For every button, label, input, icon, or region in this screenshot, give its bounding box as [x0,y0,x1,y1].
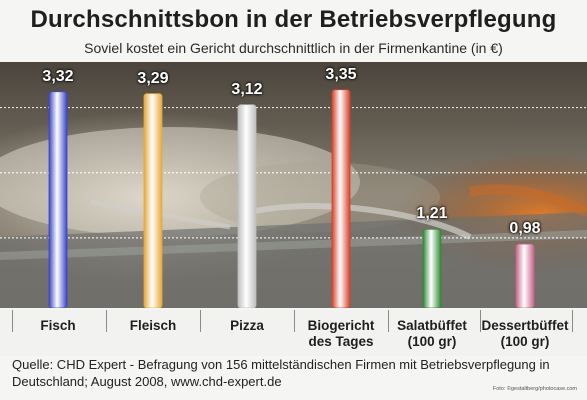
source-note: Quelle: CHD Expert - Befragung von 156 m… [12,356,552,390]
category-label-5: Salatbüffet (100 gr) [397,318,467,349]
value-label-2: 3,29 [137,69,169,87]
source-line-1: Quelle: CHD Expert - Befragung von 156 m… [12,357,550,372]
category-label-1: Fisch [40,318,76,333]
axis-divider-2 [106,310,107,332]
axis-divider-6 [480,310,481,332]
value-label-1: 3,32 [42,67,74,85]
source-line-2: Deutschland; August 2008, www.chd-expert… [12,374,282,389]
bar-3 [237,104,257,308]
category-axis: Fisch Fleisch Pizza Biogericht des Tages Sal… [0,310,587,356]
chart-title: Durchschnittsbon in der Betriebsverpfleg… [30,6,557,33]
bar-4 [331,89,351,308]
category-label-2: Fleisch [129,318,177,333]
bar-chart [0,89,587,308]
bar-6 [515,243,535,308]
photo-credit: Foto: ©gestaltberg/photocase.com [492,386,577,392]
bar-1 [48,91,68,308]
axis-divider-7 [572,310,573,332]
category-label-3: Pizza [230,318,264,333]
value-label-5: 1,21 [416,205,448,223]
value-label-3: 3,12 [231,80,263,98]
background-photo: 3,32 3,29 3,12 3,35 1,21 0,98 [0,62,587,308]
bar-5 [422,228,442,308]
bar-2 [143,93,163,308]
value-label-6: 0,98 [509,220,541,238]
chart-subtitle: Soviel kostet ein Gericht durchschnittli… [84,40,503,56]
axis-divider-3 [200,310,201,332]
axis-divider-1 [12,310,13,332]
axis-divider-5 [388,310,389,332]
value-label-4: 3,35 [325,65,357,83]
axis-divider-4 [294,310,295,332]
category-label-4: Biogericht des Tages [307,318,375,349]
category-label-6: Dessertbüffet (100 gr) [481,318,569,349]
